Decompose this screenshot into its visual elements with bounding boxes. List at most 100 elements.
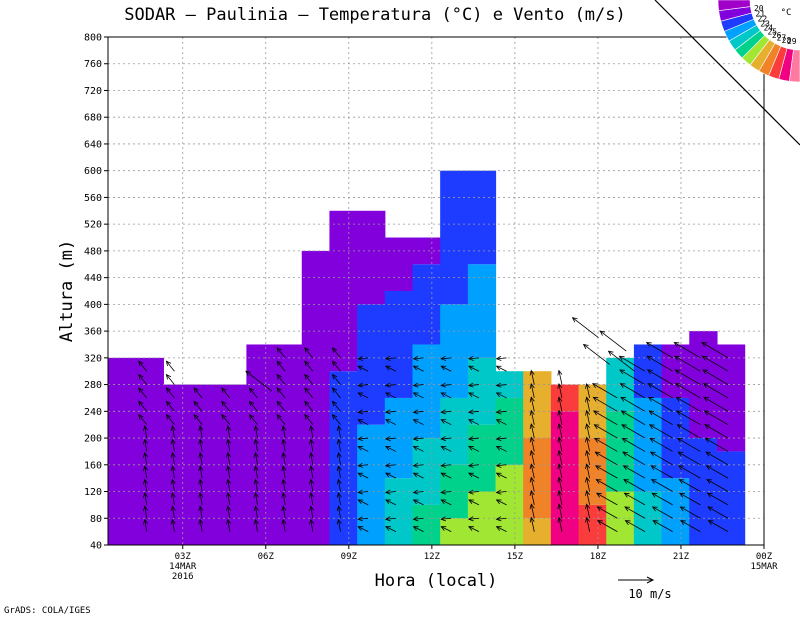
temp-cell (440, 518, 469, 545)
x-tick-label: 03Z (175, 552, 192, 562)
wind-vector (679, 506, 701, 519)
wind-vector (138, 387, 148, 399)
wind-vector (495, 409, 507, 415)
temp-column (274, 344, 303, 545)
wind-vector (675, 383, 701, 399)
wind-vector (357, 419, 369, 426)
wind-vector (679, 492, 701, 506)
wind-vector (529, 516, 535, 532)
wind-vector (646, 355, 673, 372)
wind-vector (245, 370, 273, 392)
wind-vector (357, 489, 369, 495)
wind-vector (440, 526, 452, 532)
wind-vector (468, 526, 480, 532)
wind-vector (170, 518, 176, 532)
wind-vector (620, 410, 646, 426)
temp-column (661, 344, 690, 545)
plot-frame (107, 36, 765, 546)
wind-vector (529, 369, 535, 385)
wind-vector (304, 373, 314, 385)
wind-vector (593, 410, 618, 426)
wind-vector (624, 506, 646, 519)
temp-column (550, 384, 580, 545)
wind-vector (253, 465, 259, 479)
wind-vector (704, 437, 729, 452)
wind-vector (468, 365, 480, 372)
temp-cell (218, 384, 247, 545)
colorbar-level-label: 29 (787, 37, 797, 46)
wind-vector (138, 360, 148, 372)
wind-vector (198, 505, 204, 519)
wind-vector (557, 476, 563, 492)
wind-vector (384, 516, 396, 522)
colorbar-border (654, 0, 800, 146)
wind-vector (649, 451, 673, 466)
temp-cell (246, 344, 275, 545)
wind-vector (701, 342, 729, 359)
colorbar-unit: °C (781, 8, 792, 18)
wind-vector (706, 492, 729, 506)
wind-vector (357, 526, 369, 532)
temp-cell (523, 371, 552, 439)
wind-vector (646, 369, 673, 385)
wind-vector (170, 451, 176, 465)
x-tick-sublabel: 2016 (172, 572, 194, 582)
wind-vector (529, 489, 535, 505)
wind-vector (304, 347, 314, 359)
wind-vector (596, 492, 618, 506)
wind-vector (529, 449, 535, 465)
wind-vector (495, 419, 507, 426)
wind-vector (276, 360, 286, 372)
temp-cell (467, 170, 497, 265)
temp-cell (384, 291, 414, 398)
temp-cell (274, 344, 303, 545)
wind-vector (309, 518, 315, 532)
wind-vector (336, 425, 342, 439)
wind-vector (557, 423, 563, 439)
wind-vector (595, 479, 618, 492)
temp-column (606, 357, 635, 545)
wind-vector (702, 383, 729, 399)
wind-vector (385, 526, 397, 532)
wind-vector (165, 400, 175, 412)
wind-vector (707, 520, 729, 532)
wind-vector (440, 382, 452, 388)
wind-scale-label: 10 m/s (628, 587, 671, 601)
temp-cell (412, 237, 441, 265)
wind-vector (221, 413, 231, 425)
wind-vector (412, 489, 424, 495)
wind-vector (248, 413, 258, 425)
wind-vector (702, 369, 729, 385)
wind-vector (673, 342, 701, 359)
wind-vector (651, 506, 673, 519)
wind-vector (248, 400, 258, 412)
wind-vector (495, 392, 507, 399)
wind-vector (585, 463, 591, 479)
wind-vector (585, 396, 591, 412)
wind-vector (440, 409, 452, 415)
wind-vector (309, 505, 315, 519)
wind-vector (495, 382, 507, 388)
colorbar-level-label: 22 (758, 15, 768, 24)
temp-cell (578, 438, 607, 505)
y-tick-label: 40 (90, 541, 102, 552)
colorbar-level-label: 21 (755, 10, 765, 19)
wind-vector (585, 409, 591, 425)
wind-vector (281, 518, 287, 532)
wind-vector (142, 438, 148, 452)
y-tick-label: 600 (84, 166, 102, 177)
y-tick-label: 720 (84, 86, 102, 97)
x-tick-sublabel: 15MAR (750, 562, 778, 572)
wind-vector (412, 462, 424, 468)
wind-vector (596, 506, 618, 519)
grid-lines (108, 37, 764, 545)
wind-vector (704, 424, 729, 439)
wind-vector (276, 413, 286, 425)
wind-vector (331, 387, 341, 399)
wind-vector (170, 438, 176, 452)
wind-vector (467, 436, 479, 442)
wind-vector (248, 387, 258, 399)
wind-vector (412, 436, 424, 442)
wind-vector (647, 396, 673, 412)
